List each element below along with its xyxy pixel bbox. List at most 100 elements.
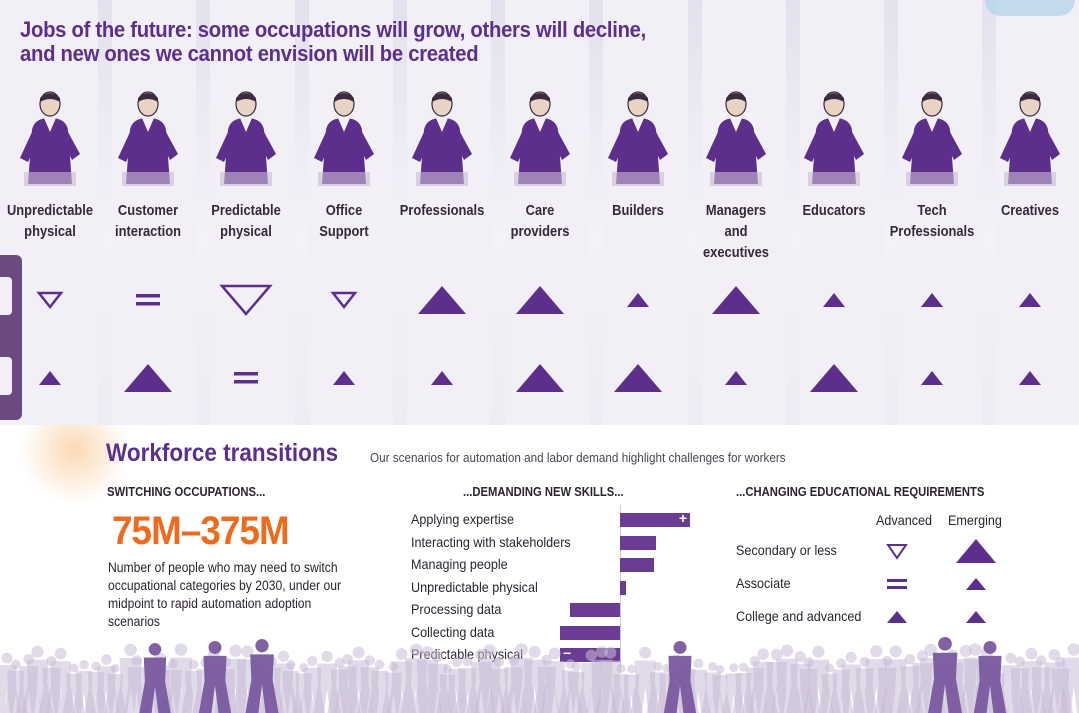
decorative-blob xyxy=(985,0,1075,16)
occupation-label: Tech Professionals xyxy=(889,202,975,240)
occupation-column: Professionals xyxy=(394,88,490,268)
big-number-value: 75M–375M xyxy=(112,509,290,553)
person-icon xyxy=(798,88,870,188)
occupation-column: Customer interaction xyxy=(100,88,196,268)
skill-bar xyxy=(620,580,626,595)
education-row-label: College and advanced xyxy=(736,608,862,624)
skill-bar: + xyxy=(620,510,690,527)
education-up-small-mark xyxy=(956,569,996,599)
education-row-label: Secondary or less xyxy=(736,542,837,558)
minus-icon: − xyxy=(563,645,572,661)
person-silhouette-icon xyxy=(139,643,171,713)
occupation-label: Care providers xyxy=(510,202,570,240)
advanced-column-header: Advanced xyxy=(876,512,933,528)
background-stripe xyxy=(982,0,996,425)
trend-up-small-mark xyxy=(804,280,864,320)
occupation-column: Creatives xyxy=(982,88,1078,268)
title-line-1: Jobs of the future: some occupations wil… xyxy=(20,17,647,42)
crowd-silhouettes xyxy=(0,637,1079,713)
education-up-small-mark xyxy=(956,602,996,632)
background-stripe xyxy=(786,0,800,425)
jobs-of-the-future-panel: Jobs of the future: some occupations wil… xyxy=(0,0,1079,425)
occupation-column: Office Support xyxy=(296,88,392,268)
skill-label: Unpredictable physical xyxy=(411,578,538,595)
trend-up-large-mark xyxy=(706,280,766,320)
skill-row: Managing people xyxy=(411,554,701,576)
education-up-large-mark xyxy=(956,536,996,566)
trend-up-small-mark xyxy=(902,358,962,398)
skill-label: Processing data xyxy=(411,601,502,617)
person-silhouette-icon xyxy=(1058,643,1079,713)
trend-down-small-mark xyxy=(20,280,80,320)
skill-row: Processing data xyxy=(411,599,701,621)
skill-label: Collecting data xyxy=(411,623,495,640)
person-silhouette-icon xyxy=(198,641,232,713)
occupation-column: Predictable physical xyxy=(198,88,294,268)
trend-down-large-mark xyxy=(216,280,276,320)
decorative-post xyxy=(0,255,22,420)
person-icon xyxy=(994,88,1066,188)
person-icon xyxy=(14,88,86,188)
person-silhouette-icon xyxy=(663,641,697,713)
education-down-small-mark xyxy=(877,536,917,566)
trend-up-large-mark xyxy=(118,358,178,398)
page-title: Jobs of the future: some occupations wil… xyxy=(20,18,646,66)
title-line-2: and new ones we cannot envision will be … xyxy=(20,41,479,66)
trend-down-small-mark xyxy=(314,280,374,320)
occupation-column: Educators xyxy=(786,88,882,268)
occupation-column: Builders xyxy=(590,88,686,268)
skill-row: Applying expertise + xyxy=(411,509,701,531)
occupation-column: Care providers xyxy=(492,88,588,268)
skill-row: Collecting data xyxy=(411,622,701,644)
occupation-label: Professionals xyxy=(399,202,485,219)
emerging-column-header: Emerging xyxy=(948,512,1002,528)
person-icon xyxy=(112,88,184,188)
person-icon xyxy=(896,88,968,188)
trend-up-small-mark xyxy=(706,358,766,398)
person-icon xyxy=(700,88,772,188)
trend-up-small-mark xyxy=(20,358,80,398)
skill-bar xyxy=(560,625,620,640)
skill-label: Managing people xyxy=(411,556,508,572)
background-stripe xyxy=(98,0,112,425)
education-row-label: Associate xyxy=(736,575,791,591)
person-silhouette-icon xyxy=(245,639,279,713)
occupation-label: Unpredictable physical xyxy=(6,202,94,240)
occupation-label: Creatives xyxy=(1000,202,1060,219)
occupation-label: Managers and executives xyxy=(702,202,769,261)
person-icon xyxy=(406,88,478,188)
trend-up-large-mark xyxy=(608,358,668,398)
background-stripe xyxy=(491,0,505,425)
occupation-label: Office Support xyxy=(319,202,369,240)
trend-equal-mark xyxy=(216,358,276,398)
trend-up-large-mark xyxy=(510,358,570,398)
trend-equal-mark xyxy=(118,280,178,320)
switching-occupations-header: SWITCHING OCCUPATIONS... xyxy=(107,485,266,499)
background-stripe xyxy=(688,0,702,425)
trend-up-small-mark xyxy=(314,358,374,398)
person-icon xyxy=(602,88,674,188)
person-silhouette-icon xyxy=(973,641,1007,713)
section-heading: Workforce transitions xyxy=(106,439,339,467)
trend-up-large-mark xyxy=(510,280,570,320)
skill-bar xyxy=(620,558,654,572)
skill-bar xyxy=(620,535,656,550)
background-stripe xyxy=(295,0,309,425)
background-stripe xyxy=(589,0,603,425)
occupation-label: Predictable physical xyxy=(211,202,281,240)
trend-up-large-mark xyxy=(412,280,472,320)
person-silhouette-icon xyxy=(927,637,963,713)
plus-icon: + xyxy=(678,510,687,526)
trend-up-small-mark xyxy=(902,280,962,320)
occupation-column: Unpredictable physical xyxy=(2,88,98,268)
trend-up-small-mark xyxy=(608,280,668,320)
occupation-column: Tech Professionals xyxy=(884,88,980,268)
trend-up-large-mark xyxy=(804,358,864,398)
workforce-transitions-panel: Workforce transitions Our scenarios for … xyxy=(0,425,1079,713)
skill-row: Unpredictable physical xyxy=(411,577,701,599)
skill-label: Interacting with stakeholders xyxy=(411,533,571,550)
trend-up-small-mark xyxy=(412,358,472,398)
education-up-small-mark xyxy=(877,602,917,632)
big-number-description: Number of people who may need to switch … xyxy=(108,560,342,629)
background-stripe xyxy=(196,0,210,425)
